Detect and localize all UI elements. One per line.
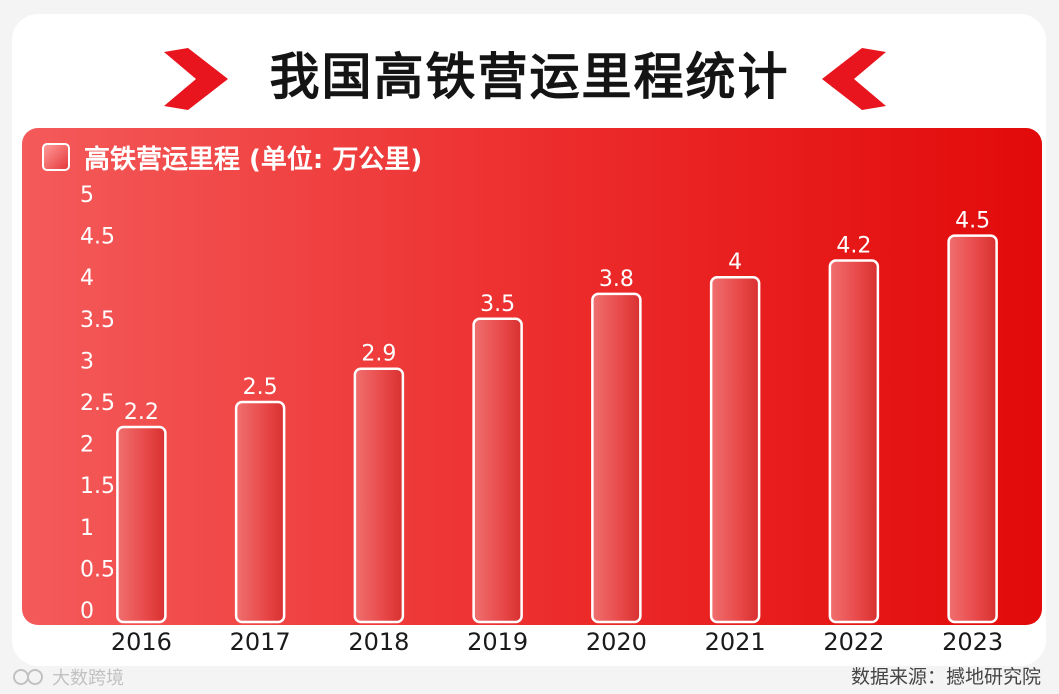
bar-2022	[828, 259, 880, 624]
watermark: 大数跨境	[12, 664, 124, 690]
data-label-2022: 4.2	[836, 234, 871, 259]
chevron-right-icon	[164, 48, 228, 110]
data-label-2016: 2.2	[124, 400, 159, 425]
bar-2018	[353, 367, 405, 624]
watermark-text: 大数跨境	[52, 668, 124, 689]
data-label-2021: 4	[728, 250, 742, 275]
legend-swatch	[42, 143, 70, 171]
y-tick-label: 5	[80, 183, 94, 208]
y-tick-label: 4.5	[80, 225, 115, 250]
data-label-2023: 4.5	[955, 209, 990, 234]
bar-2021	[709, 275, 761, 624]
y-tick-label: 2.5	[80, 391, 115, 416]
bar-2019	[472, 317, 523, 624]
x-tick-label-2023: 2023	[942, 628, 1003, 656]
x-tick-label-2018: 2018	[348, 628, 409, 656]
data-source: 数据来源：撼地研究院	[850, 666, 1041, 688]
chevron-left-icon	[822, 48, 886, 110]
y-tick-label: 1	[80, 516, 94, 541]
brand-logo-icon	[13, 669, 43, 685]
data-label-2019: 3.5	[480, 292, 515, 317]
x-tick-label-2020: 2020	[586, 628, 647, 656]
y-tick-label: 3	[80, 349, 94, 374]
y-tick-label: 0.5	[80, 557, 115, 582]
chart-title: 我国高铁营运里程统计	[269, 48, 790, 106]
x-tick-label-2021: 2021	[705, 628, 766, 656]
x-tick-label-2022: 2022	[823, 628, 884, 656]
bar-2016	[116, 425, 167, 624]
y-tick-label: 0	[80, 599, 94, 624]
x-tick-label-2016: 2016	[111, 628, 172, 656]
x-tick-label-2017: 2017	[230, 628, 291, 656]
legend: 高铁营运里程 (单位: 万公里)	[42, 140, 423, 175]
y-tick-label: 4	[80, 266, 94, 291]
legend-label: 高铁营运里程 (单位: 万公里)	[84, 144, 423, 175]
data-label-2017: 2.5	[243, 375, 278, 400]
y-tick-label: 2	[80, 433, 94, 458]
data-label-2020: 3.8	[599, 267, 634, 292]
y-tick-label: 3.5	[80, 308, 115, 333]
bar-2023	[947, 234, 998, 624]
bar-2020	[591, 292, 642, 624]
bar-2017	[234, 400, 286, 624]
y-tick-label: 1.5	[80, 474, 115, 499]
data-label-2018: 2.9	[361, 342, 396, 367]
x-tick-label-2019: 2019	[467, 628, 528, 656]
